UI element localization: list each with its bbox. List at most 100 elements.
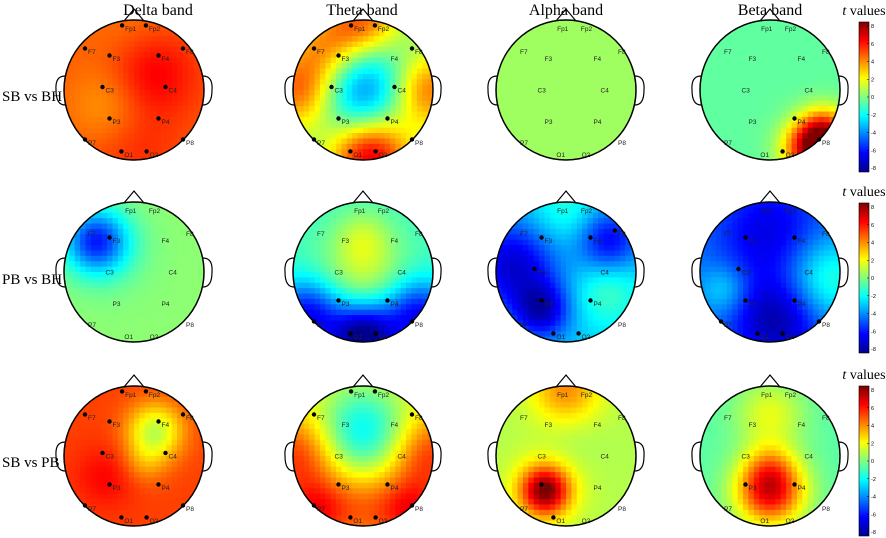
topomap-sb-vs-bh-beta: Fp1 Fp2 F7 F3 F4 F8 C3 C4 P3 P4 P7 P8 O1 O2 [691, 8, 849, 161]
nose-outline [123, 190, 145, 204]
electrode-label-c4: C4 [169, 88, 178, 95]
left-ear-outline [691, 257, 702, 288]
electrode-label-p8: P8 [618, 322, 626, 329]
electrode-label-p4: P4 [798, 301, 806, 308]
electrode-label-c4: C4 [169, 270, 178, 277]
topomap-sb-vs-pb-beta: Fp1 Fp2 F7 F3 F4 F8 C3 C4 P3 P4 P7 P8 O1 O2 [691, 374, 849, 527]
electrode-label-p4: P4 [798, 485, 806, 492]
nose-outline [759, 190, 781, 204]
electrode-label-p7: P7 [520, 322, 528, 329]
electrode-label-o1: O1 [353, 152, 362, 159]
nose-outline [759, 8, 781, 22]
topomap-pb-vs-bh-beta: Fp1 Fp2 F7 F3 F4 F8 C3 C4 P3 P4 P7 P8 O1 O2 [691, 190, 849, 343]
significant-electrode-dot [409, 503, 415, 508]
electrode-label-c3: C3 [742, 88, 751, 95]
electrode-label-f4: F4 [391, 56, 399, 63]
electrode-label-p8: P8 [822, 506, 830, 513]
electrode-label-o2: O2 [379, 334, 388, 341]
colorbar-tick-label: 0 [871, 95, 874, 101]
significant-electrode-dot [143, 389, 149, 394]
electrode-label-fp1: Fp1 [557, 392, 569, 399]
topomap-pb-vs-bh-delta: Fp1 Fp2 F7 F3 F4 F8 C3 C4 P3 P4 P7 P8 O1 O2 [55, 190, 213, 343]
electrode-label-p4: P4 [391, 301, 399, 308]
significant-electrode-dot [816, 137, 822, 142]
significant-electrode-dot [144, 149, 149, 154]
electrode-label-f3: F3 [342, 56, 350, 63]
left-ear-outline [487, 257, 498, 288]
electrode-label-f4: F4 [162, 422, 170, 429]
topomap-sb-vs-pb-alpha: Fp1 Fp2 F7 F3 F4 F8 C3 C4 P3 P4 P7 P8 O1 O2 [487, 374, 645, 527]
significant-electrode-dot [736, 266, 741, 272]
topomap-sb-vs-bh-theta: Fp1 Fp2 F7 F3 F4 F8 C3 C4 P3 P4 P7 P8 O1 O2 [284, 8, 442, 161]
electrode-label-f8: F8 [822, 49, 830, 56]
electrode-label-p4: P4 [594, 119, 602, 126]
significant-electrode-dot [372, 389, 378, 394]
electrode-label-fp2: Fp2 [581, 26, 593, 33]
electrode-label-c4: C4 [805, 270, 814, 277]
significant-electrode-dot [385, 482, 390, 487]
electrode-label-c4: C4 [398, 454, 407, 461]
colorbar-tick-label: -6 [871, 512, 876, 518]
electrode-label-p3: P3 [113, 485, 121, 492]
significant-electrode-dot [180, 137, 186, 142]
significant-electrode-dot [107, 419, 112, 424]
colorbar-tick-label: 4 [871, 424, 874, 430]
head-outline [63, 385, 205, 527]
colorbar-tick-label: -8 [871, 166, 876, 172]
electrode-label-p8: P8 [618, 140, 626, 147]
significant-electrode-dot [336, 53, 341, 58]
electrode-label-p3: P3 [342, 119, 350, 126]
colorbar-tick-label: -6 [871, 329, 876, 335]
significant-electrode-dot [551, 331, 556, 336]
significant-electrode-dot [107, 116, 112, 121]
colorbar-tick-label: 6 [871, 42, 874, 48]
electrode-label-o1: O1 [353, 518, 362, 525]
significant-electrode-dot [107, 482, 112, 487]
electrode-label-p3: P3 [545, 119, 553, 126]
electrode-label-p7: P7 [88, 506, 96, 513]
electrode-label-c3: C3 [742, 270, 751, 277]
electrode-label-p7: P7 [317, 140, 325, 147]
electrode-label-o2: O2 [582, 152, 591, 159]
electrode-label-f4: F4 [594, 238, 602, 245]
electrode-label-p3: P3 [342, 485, 350, 492]
electrode-label-p4: P4 [798, 119, 806, 126]
electrode-label-o1: O1 [353, 334, 362, 341]
electrode-label-p7: P7 [724, 506, 732, 513]
electrode-label-f3: F3 [342, 422, 350, 429]
electrode-label-fp2: Fp2 [785, 208, 797, 215]
electrode-label-f8: F8 [822, 231, 830, 238]
nose-outline [123, 8, 145, 22]
significant-electrode-dot [311, 503, 317, 508]
colorbar-tick-label: 4 [871, 60, 874, 66]
topomap-sb-vs-pb-delta: Fp1 Fp2 F7 F3 F4 F8 C3 C4 P3 P4 P7 P8 O1 O2 [55, 374, 213, 527]
electrode-label-f7: F7 [317, 415, 325, 422]
significant-electrode-dot [792, 116, 797, 121]
topomap-pb-vs-bh-alpha: Fp1 Fp2 F7 F3 F4 F8 C3 C4 P3 P4 P7 P8 O1 O2 [487, 190, 645, 343]
colorbar-tick-label: 2 [871, 258, 874, 264]
electrode-label-fp2: Fp2 [149, 26, 161, 33]
significant-electrode-dot [348, 149, 353, 154]
electrode-label-p8: P8 [186, 506, 194, 513]
colorbar-tick-label: 0 [871, 276, 874, 282]
nose-outline [123, 374, 145, 388]
electrode-label-c4: C4 [398, 88, 407, 95]
electrode-label-p4: P4 [391, 119, 399, 126]
row-label-sb-vs-pb: SB vs PB [2, 455, 60, 471]
electrode-label-f8: F8 [186, 415, 194, 422]
colorbar-tick-label: -4 [871, 312, 876, 318]
significant-electrode-dot [409, 412, 415, 417]
electrode-label-f7: F7 [88, 231, 96, 238]
significant-electrode-dot [532, 266, 537, 272]
significant-electrode-dot [348, 23, 354, 28]
electrode-label-p8: P8 [822, 322, 830, 329]
electrode-label-fp1: Fp1 [761, 208, 773, 215]
electrode-label-f8: F8 [618, 49, 626, 56]
significant-electrode-dot [144, 515, 149, 520]
row-label-pb-vs-bh: PB vs BH [2, 272, 62, 288]
electrode-label-p4: P4 [162, 119, 170, 126]
colorbar-1: t values 8 6 4 2 0 -2 -4 -6 -8 [842, 4, 886, 173]
significant-electrode-dot [163, 450, 168, 456]
electrode-label-p3: P3 [342, 301, 350, 308]
electrode-label-p8: P8 [415, 140, 423, 147]
